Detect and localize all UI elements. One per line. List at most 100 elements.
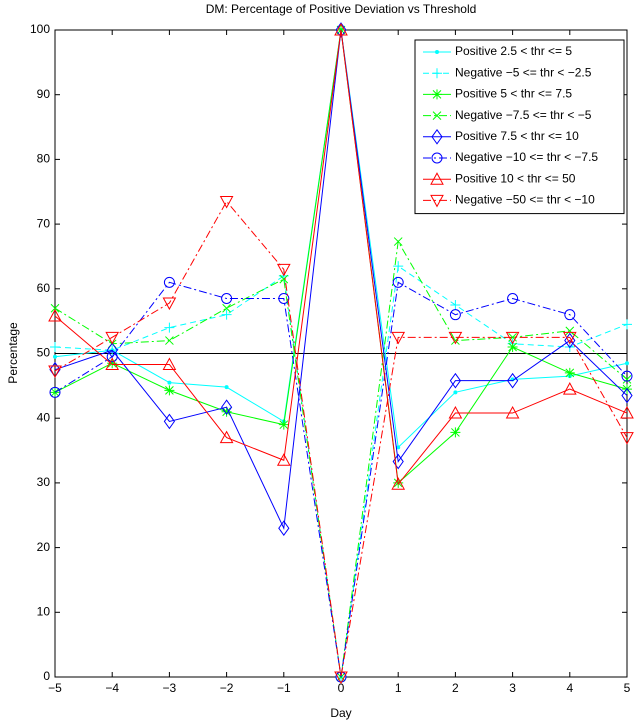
marker	[334, 22, 348, 36]
marker	[507, 342, 518, 353]
y-tick-label: 90	[37, 87, 51, 101]
legend-marker	[431, 152, 443, 164]
y-tick-label: 10	[37, 604, 51, 618]
marker	[621, 370, 633, 382]
marker	[393, 261, 404, 272]
marker	[50, 342, 60, 353]
marker	[621, 387, 633, 404]
legend-label: Positive 7.5 < thr <= 10	[455, 129, 579, 143]
marker	[391, 331, 406, 345]
marker	[105, 357, 120, 370]
marker	[622, 319, 632, 330]
legend-label: Negative −7.5 <= thr < −5	[455, 108, 592, 122]
marker	[391, 477, 406, 490]
marker	[448, 405, 463, 419]
legend-marker	[432, 111, 442, 120]
marker	[335, 22, 347, 38]
marker	[562, 331, 577, 345]
marker	[392, 276, 404, 288]
marker	[224, 385, 229, 390]
series-line	[54, 29, 628, 486]
y-tick-label: 70	[37, 216, 51, 230]
marker	[221, 309, 232, 320]
marker	[165, 336, 174, 345]
marker	[48, 308, 62, 322]
x-tick-label: −3	[163, 681, 177, 695]
marker	[564, 367, 575, 378]
y-tick-label: 80	[37, 152, 51, 166]
y-tick-label: 30	[37, 475, 51, 489]
marker	[219, 195, 234, 209]
chart-title: DM: Percentage of Positive Deviation vs …	[206, 2, 477, 16]
marker	[565, 326, 575, 336]
series-line	[54, 281, 628, 678]
marker	[167, 380, 172, 385]
marker	[221, 293, 233, 305]
legend-marker	[432, 68, 442, 79]
marker	[448, 331, 463, 345]
marker	[278, 419, 289, 430]
marker	[450, 299, 461, 310]
x-tick-label: −2	[220, 681, 234, 695]
x-tick-label: −5	[48, 681, 62, 695]
legend-marker	[435, 50, 439, 54]
y-axis-label: Percentage	[6, 322, 20, 384]
marker	[162, 357, 177, 370]
marker	[220, 399, 233, 416]
x-tick-label: 2	[452, 681, 459, 695]
legend-marker	[431, 128, 443, 145]
marker	[453, 390, 458, 395]
legend-label: Positive 2.5 < thr <= 5	[455, 44, 572, 58]
marker	[222, 303, 231, 313]
marker	[622, 375, 632, 384]
legend-marker	[432, 89, 442, 100]
marker	[164, 322, 175, 333]
marker	[564, 309, 576, 321]
marker	[49, 386, 61, 398]
x-axis-label: Day	[330, 706, 351, 720]
marker	[162, 297, 177, 311]
y-tick-label: 60	[37, 281, 51, 295]
y-tick-label: 100	[30, 22, 50, 36]
marker	[221, 406, 232, 417]
x-tick-label: 1	[395, 681, 402, 695]
legend-box	[414, 39, 625, 215]
marker	[163, 276, 175, 288]
marker	[620, 432, 634, 445]
marker	[562, 382, 577, 395]
marker	[278, 520, 290, 537]
y-tick-label: 0	[43, 669, 50, 683]
legend-label: Negative −5 <= thr < −2.5	[455, 65, 592, 79]
x-tick-label: 0	[338, 681, 345, 695]
marker	[508, 332, 517, 342]
marker	[620, 405, 634, 419]
legend-label: Positive 10 < thr <= 50	[455, 171, 576, 185]
x-tick-label: −1	[277, 681, 291, 695]
x-tick-label: 5	[624, 681, 631, 695]
series-line	[54, 200, 628, 678]
marker	[106, 351, 118, 363]
marker	[107, 358, 118, 369]
marker	[449, 309, 461, 321]
y-tick-label: 50	[37, 346, 51, 360]
legend-marker	[430, 194, 444, 208]
marker	[334, 671, 348, 685]
marker	[396, 445, 401, 450]
marker	[50, 303, 60, 313]
marker	[450, 427, 461, 438]
marker	[507, 293, 519, 305]
y-tick-label: 20	[37, 540, 51, 554]
marker	[53, 354, 57, 359]
legend-label: Positive 5 < thr <= 7.5	[455, 87, 572, 101]
marker	[164, 385, 175, 396]
x-tick-label: −4	[105, 681, 119, 695]
marker	[276, 453, 291, 466]
x-tick-label: 4	[566, 681, 573, 695]
x-tick-label: 3	[509, 681, 516, 695]
marker	[278, 293, 290, 305]
marker	[393, 237, 403, 246]
marker	[276, 263, 291, 277]
marker	[449, 372, 462, 389]
marker	[505, 405, 520, 419]
